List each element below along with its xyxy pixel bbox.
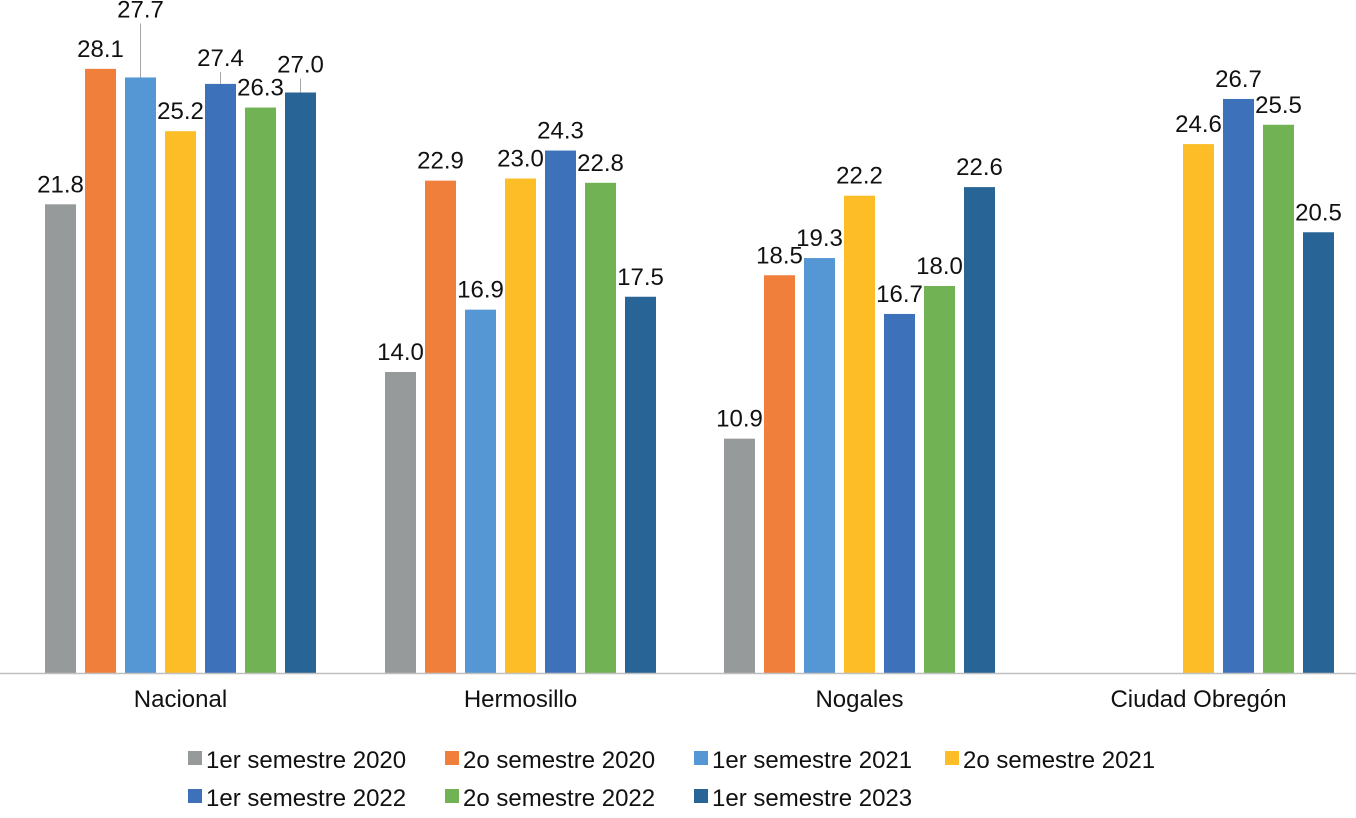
data-label-1er-semestre-2020-hermosillo: 14.0 [377, 339, 424, 366]
bar-1er-semestre-2021-nogales [804, 258, 835, 673]
legend-label-1er-semestre-2023: 1er semestre 2023 [712, 785, 912, 812]
legend-swatch-1er-semestre-2020 [188, 751, 202, 765]
data-label-2o-semestre-2022-nacional: 26.3 [237, 75, 284, 102]
bar-2o-semestre-2021-ciudad-obregon [1183, 144, 1214, 674]
legend-label-2o-semestre-2021: 2o semestre 2021 [963, 747, 1155, 774]
data-label-1er-semestre-2022-nogales: 16.7 [876, 281, 923, 308]
data-label-2o-semestre-2020-nacional: 28.1 [77, 36, 124, 63]
data-label-2o-semestre-2020-hermosillo: 22.9 [417, 148, 464, 175]
bar-1er-semestre-2023-nogales [964, 187, 995, 673]
data-label-1er-semestre-2021-hermosillo: 16.9 [457, 277, 504, 304]
bar-1er-semestre-2020-nogales [724, 438, 755, 673]
bar-2o-semestre-2020-hermosillo [425, 180, 456, 673]
legend-label-1er-semestre-2020: 1er semestre 2020 [206, 747, 406, 774]
legend-item-1er-semestre-2022: 1er semestre 2022 [188, 785, 406, 812]
bars-group [45, 68, 1334, 674]
legend-item-2o-semestre-2022: 2o semestre 2022 [445, 785, 655, 812]
category-label-nacional: Nacional [134, 686, 227, 713]
data-label-1er-semestre-2021-nogales: 19.3 [796, 225, 843, 252]
data-label-2o-semestre-2022-hermosillo: 22.8 [577, 150, 624, 177]
leader-lines-group [140, 23, 301, 93]
data-label-2o-semestre-2021-ciudad-obregon: 24.6 [1175, 111, 1222, 138]
data-label-2o-semestre-2020-nogales: 18.5 [756, 242, 803, 269]
bar-2o-semestre-2022-ciudad-obregon [1263, 124, 1294, 673]
bar-1er-semestre-2021-hermosillo [465, 309, 496, 673]
data-label-2o-semestre-2021-nacional: 25.2 [157, 98, 204, 125]
legend-swatch-1er-semestre-2022 [188, 789, 202, 803]
bar-1er-semestre-2022-nacional [205, 83, 236, 673]
bar-2o-semestre-2022-nacional [245, 107, 276, 674]
bar-1er-semestre-2022-nogales [884, 313, 915, 673]
bar-2o-semestre-2020-nacional [85, 68, 116, 674]
legend: 1er semestre 2020 2o semestre 2020 1er sem… [188, 747, 1155, 812]
data-label-1er-semestre-2020-nacional: 21.8 [37, 171, 84, 198]
category-label-nogales: Nogales [815, 686, 903, 713]
data-label-1er-semestre-2020-nogales: 10.9 [716, 406, 763, 433]
bar-1er-semestre-2020-nacional [45, 204, 76, 674]
legend-item-2o-semestre-2020: 2o semestre 2020 [445, 747, 655, 774]
legend-label-1er-semestre-2021: 1er semestre 2021 [712, 747, 912, 774]
legend-item-1er-semestre-2020: 1er semestre 2020 [188, 747, 406, 774]
data-label-2o-semestre-2022-nogales: 18.0 [916, 253, 963, 280]
data-label-1er-semestre-2023-hermosillo: 17.5 [617, 264, 664, 291]
legend-item-2o-semestre-2021: 2o semestre 2021 [945, 747, 1155, 774]
legend-item-1er-semestre-2021: 1er semestre 2021 [694, 747, 912, 774]
bar-1er-semestre-2023-ciudad-obregon [1303, 232, 1334, 673]
data-labels-group: 21.8 14.0 10.9 28.1 22.9 18.5 27.7 16.9 19.3 25.2… [37, 0, 1342, 433]
data-label-1er-semestre-2022-ciudad-obregon: 26.7 [1215, 66, 1262, 93]
bar-1er-semestre-2023-hermosillo [625, 296, 656, 673]
category-label-hermosillo: Hermosillo [464, 686, 577, 713]
legend-swatch-2o-semestre-2022 [445, 789, 459, 803]
data-label-1er-semestre-2022-nacional: 27.4 [197, 45, 244, 72]
data-label-1er-semestre-2023-nogales: 22.6 [956, 154, 1003, 181]
legend-label-2o-semestre-2020: 2o semestre 2020 [463, 747, 655, 774]
legend-swatch-2o-semestre-2021 [945, 751, 959, 765]
category-label-ciudad-obregon: Ciudad Obregón [1110, 686, 1286, 713]
data-label-1er-semestre-2021-nacional: 27.7 [117, 0, 164, 23]
data-label-2o-semestre-2022-ciudad-obregon: 25.5 [1255, 92, 1302, 119]
data-label-1er-semestre-2023-nacional: 27.0 [277, 52, 324, 79]
bar-1er-semestre-2023-nacional [285, 92, 316, 673]
data-label-1er-semestre-2023-ciudad-obregon: 20.5 [1295, 199, 1342, 226]
legend-label-2o-semestre-2022: 2o semestre 2022 [463, 785, 655, 812]
bar-2o-semestre-2021-nogales [844, 195, 875, 673]
bar-1er-semestre-2021-nacional [125, 77, 156, 673]
legend-swatch-2o-semestre-2020 [445, 751, 459, 765]
bar-1er-semestre-2022-hermosillo [545, 150, 576, 674]
data-label-2o-semestre-2021-hermosillo: 23.0 [497, 146, 544, 173]
bar-1er-semestre-2022-ciudad-obregon [1223, 98, 1254, 673]
legend-swatch-1er-semestre-2021 [694, 751, 708, 765]
bar-2o-semestre-2021-nacional [165, 131, 196, 673]
data-label-2o-semestre-2021-nogales: 22.2 [836, 163, 883, 190]
data-label-1er-semestre-2022-hermosillo: 24.3 [537, 118, 584, 145]
bar-2o-semestre-2021-hermosillo [505, 178, 536, 673]
legend-item-1er-semestre-2023: 1er semestre 2023 [694, 785, 912, 812]
legend-label-1er-semestre-2022: 1er semestre 2022 [206, 785, 406, 812]
legend-swatch-1er-semestre-2023 [694, 789, 708, 803]
bar-2o-semestre-2022-nogales [924, 286, 955, 673]
bar-2o-semestre-2020-nogales [764, 275, 795, 673]
category-labels-group: Nacional Hermosillo Nogales Ciudad Obregón [134, 686, 1287, 713]
bar-2o-semestre-2022-hermosillo [585, 182, 616, 674]
bar-1er-semestre-2020-hermosillo [385, 372, 416, 673]
